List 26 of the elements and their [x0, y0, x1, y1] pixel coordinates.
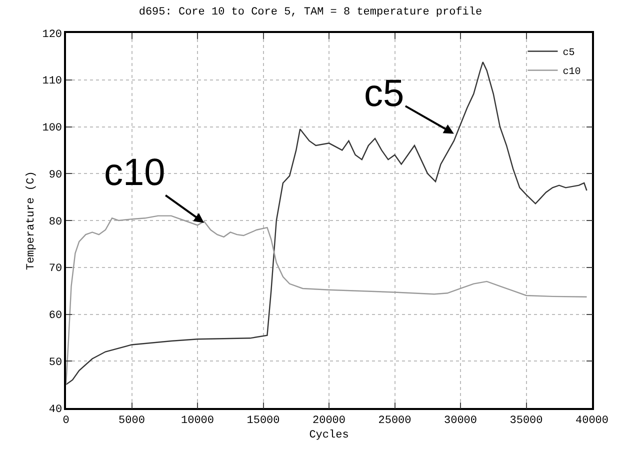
x-tick-label: 0: [62, 414, 70, 427]
x-axis-title: Cycles: [309, 430, 349, 442]
x-tick-label: 15000: [246, 414, 280, 427]
y-axis-title: Temperature (C): [25, 170, 38, 270]
annotation: c10: [104, 152, 166, 194]
line-series: [66, 61, 588, 386]
x-tick-label: 40000: [575, 414, 609, 427]
y-tick-label: 90: [48, 169, 62, 182]
y-tick-label: 40: [48, 404, 62, 416]
y-tick-label: 110: [42, 76, 62, 88]
y-tick-label: 120: [42, 28, 62, 41]
annotation: c5: [364, 73, 404, 115]
x-tick-label: 20000: [312, 414, 346, 427]
y-tick-label: 80: [48, 216, 62, 228]
x-tick-label: 25000: [378, 414, 412, 427]
y-tick-label: 100: [42, 122, 62, 135]
x-tick-label: 5000: [118, 414, 145, 427]
legend-label: c10: [562, 67, 581, 78]
y-tick-label: 50: [48, 356, 62, 369]
x-tick-label: 35000: [510, 414, 543, 427]
x-tick-label: 10000: [180, 414, 214, 427]
chart-title: d695: Core 10 to Core 5, TAM = 8 temperature profile: [138, 6, 482, 18]
y-tick-label: 70: [48, 263, 62, 276]
legend-label: c5: [562, 48, 575, 60]
x-tick-label: 30000: [444, 414, 478, 427]
y-tick-label: 60: [48, 310, 62, 322]
